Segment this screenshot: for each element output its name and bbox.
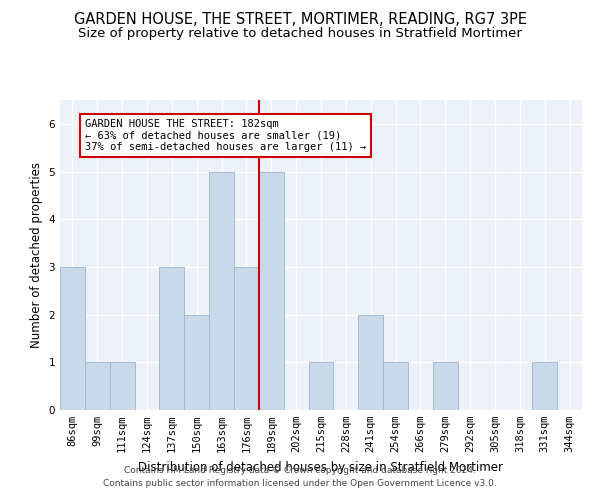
Text: Contains HM Land Registry data © Crown copyright and database right 2024.
Contai: Contains HM Land Registry data © Crown c…	[103, 466, 497, 487]
Bar	[60, 267, 85, 410]
Bar	[234, 267, 259, 410]
Bar	[110, 362, 134, 410]
Bar	[358, 314, 383, 410]
Y-axis label: Number of detached properties: Number of detached properties	[30, 162, 43, 348]
Bar	[160, 267, 184, 410]
Text: GARDEN HOUSE THE STREET: 182sqm
← 63% of detached houses are smaller (19)
37% of: GARDEN HOUSE THE STREET: 182sqm ← 63% of…	[85, 119, 366, 152]
Text: GARDEN HOUSE, THE STREET, MORTIMER, READING, RG7 3PE: GARDEN HOUSE, THE STREET, MORTIMER, READ…	[74, 12, 527, 28]
Bar	[209, 172, 234, 410]
Bar	[308, 362, 334, 410]
Bar	[259, 172, 284, 410]
Bar	[85, 362, 110, 410]
Bar	[383, 362, 408, 410]
Bar	[532, 362, 557, 410]
Bar	[433, 362, 458, 410]
X-axis label: Distribution of detached houses by size in Stratfield Mortimer: Distribution of detached houses by size …	[139, 460, 503, 473]
Text: Size of property relative to detached houses in Stratfield Mortimer: Size of property relative to detached ho…	[78, 28, 522, 40]
Bar	[184, 314, 209, 410]
